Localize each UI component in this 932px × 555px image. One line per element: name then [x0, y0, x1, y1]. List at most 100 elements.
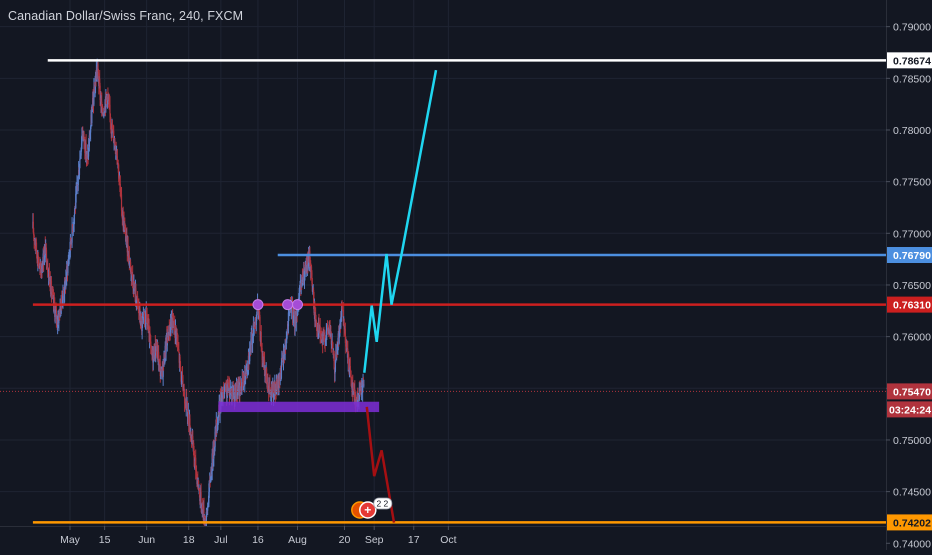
- candle-body: [195, 457, 197, 471]
- candle-body: [80, 147, 82, 156]
- level-price-label-background: [887, 514, 932, 531]
- candle-body: [138, 306, 140, 313]
- level-price-label: 0.76310: [893, 300, 931, 312]
- candle-body: [195, 473, 198, 475]
- horizontal-levels: [0, 59, 886, 524]
- candle-body: [268, 386, 270, 392]
- event-count-label: 2: [376, 499, 381, 509]
- candle-body: [291, 304, 294, 319]
- candle-body: [250, 339, 252, 352]
- event-icon: [359, 501, 377, 519]
- candle-body: [269, 383, 271, 394]
- level-price-label-background: [887, 52, 932, 69]
- candle-body: [55, 308, 57, 319]
- candle-body: [304, 268, 306, 272]
- time-axis: May 15 Jun 18 Jul 16 Aug 20 Sep 17 Oct: [0, 526, 886, 550]
- candle-body: [68, 253, 70, 260]
- candle-body: [186, 401, 189, 418]
- candle-body: [87, 145, 90, 157]
- time-tick-label: 17: [408, 534, 420, 546]
- event-markers[interactable]: +2 2: [351, 497, 393, 519]
- candle-body: [182, 376, 184, 390]
- candle-body: [90, 127, 92, 133]
- time-tick-label: Sep: [365, 534, 384, 546]
- candle-body: [83, 132, 85, 143]
- candle-body: [324, 334, 326, 340]
- candle-body: [45, 243, 47, 250]
- candles: [32, 58, 365, 535]
- candle-body: [202, 505, 204, 509]
- candle-body: [71, 224, 73, 243]
- pivot-marker: [292, 299, 304, 311]
- candle-body: [207, 505, 209, 511]
- candle-body: [135, 288, 137, 299]
- time-tick-label: May: [60, 534, 81, 546]
- time-tick-label: Jul: [214, 534, 227, 546]
- candle-body: [208, 480, 210, 492]
- candle-body: [326, 329, 328, 332]
- bullish-projection-path: [363, 69, 438, 373]
- candle-body: [280, 362, 283, 378]
- projection-paths: [363, 69, 438, 523]
- candle-body: [130, 268, 133, 278]
- candle-body: [48, 271, 50, 282]
- candle-body: [221, 392, 223, 398]
- candle-body: [150, 341, 152, 347]
- level-price-label-background: [887, 296, 932, 313]
- candle-body: [179, 361, 182, 370]
- price-tick-label: 0.76500: [893, 280, 931, 292]
- candle-body: [205, 511, 208, 523]
- candle-body: [251, 341, 254, 344]
- candle-body: [190, 433, 192, 439]
- candle-body: [111, 125, 114, 132]
- candle-body: [356, 394, 358, 407]
- candle-body: [222, 395, 224, 399]
- plus-icon: +: [364, 503, 371, 517]
- candle-body: [67, 261, 69, 273]
- price-tick-label: 0.77500: [893, 177, 931, 189]
- candle-body: [169, 322, 172, 333]
- candle-body: [338, 333, 340, 344]
- candle-body: [142, 315, 144, 321]
- candle-body: [36, 249, 38, 253]
- candle-body: [184, 403, 187, 408]
- candle-body: [137, 300, 139, 306]
- candle-body: [139, 309, 141, 321]
- candle-body: [294, 314, 296, 328]
- candle-body: [88, 135, 90, 147]
- candle-body: [261, 347, 263, 361]
- price-axis: 0.79000 0.78500 0.78000 0.77500 0.77000 0.765…: [886, 0, 932, 550]
- candle-body: [334, 370, 336, 374]
- candle-body: [282, 352, 285, 363]
- price-tick-label: 0.77000: [893, 228, 931, 240]
- chart-title: Canadian Dollar/Swiss Franc, 240, FXCM: [8, 9, 244, 23]
- candle-body: [363, 384, 365, 386]
- time-tick-label: Aug: [288, 534, 307, 546]
- price-axis-background: [886, 0, 932, 550]
- candle-body: [343, 318, 345, 330]
- candle-body: [129, 262, 132, 272]
- candle-body: [327, 324, 329, 328]
- candle-body: [109, 104, 111, 114]
- candle-body: [260, 332, 262, 348]
- candle-body: [200, 492, 202, 509]
- candle-body: [249, 347, 251, 362]
- countdown-background: [887, 401, 932, 418]
- countdown-label: 03:24:24: [889, 404, 931, 416]
- candle-body: [217, 412, 219, 418]
- event-count-badge: [373, 497, 393, 510]
- candle-body: [259, 316, 261, 335]
- candle-body: [79, 158, 81, 168]
- candle-body: [159, 363, 161, 377]
- candle-body: [319, 326, 321, 336]
- candle-body: [73, 211, 76, 216]
- candle-body: [333, 353, 335, 369]
- candle-body: [101, 101, 103, 110]
- pivot-marker: [282, 299, 294, 311]
- candle-body: [119, 183, 121, 191]
- candle-body: [298, 286, 301, 295]
- candle-body: [203, 506, 205, 520]
- support-zone: [218, 401, 380, 413]
